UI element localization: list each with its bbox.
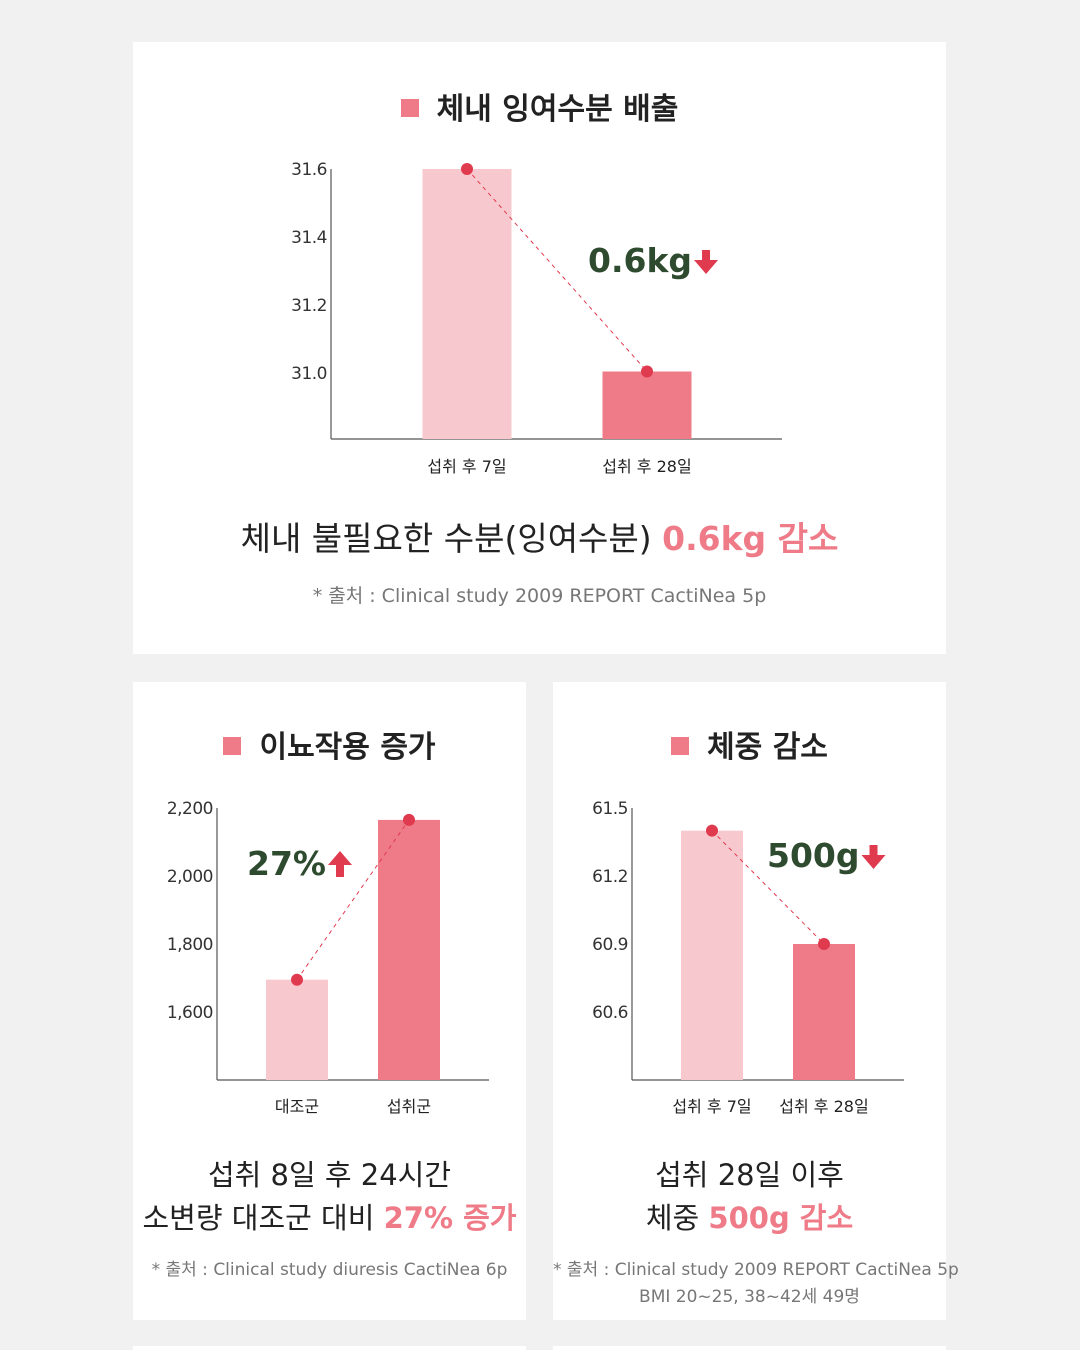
bar	[378, 819, 440, 1080]
chart-title-text: 이뇨작용 증가	[259, 730, 436, 765]
caption-line1: 섭취 8일 후 24시간	[207, 1158, 452, 1192]
change-annotation: 0.6kg	[588, 241, 692, 280]
trend-line	[296, 819, 410, 980]
y-tick-label: 31.6	[291, 160, 327, 180]
y-tick-label: 60.6	[592, 1003, 628, 1023]
caption-line2: 체중	[645, 1201, 700, 1235]
caption-highlight: 0.6kg 감소	[662, 519, 839, 558]
chart-card-diuresis: 이뇨작용 증가 2,200 2,000 1,800 1,600 대조군 섭취군 27% 섭취…	[133, 682, 526, 1320]
y-tick-label: 2,000	[167, 867, 213, 887]
data-point	[291, 973, 303, 986]
data-point	[706, 824, 718, 837]
chart-caption: 섭취 8일 후 24시간 소변량 대조군 대비 27% 증가	[133, 1154, 526, 1240]
chart-plot: 61.5 61.2 60.9 60.6 섭취 후 7일 섭취 후 28일 500g	[592, 799, 904, 1116]
arrow-down-icon	[694, 250, 719, 274]
source-note: * 출처 : Clinical study 2009 REPORT CactiN…	[553, 1260, 959, 1280]
caption-line2: 소변량 대조군 대비	[142, 1201, 375, 1235]
bar	[793, 944, 855, 1080]
legend-square-icon	[223, 736, 242, 755]
chart-card-water: 체내 잉여수분 배출 31.6 31.4 31.2 31.0 섭취 후 7일 섭취 후 2…	[133, 42, 946, 654]
y-tick-label: 1,800	[167, 935, 213, 955]
source-note-line2: BMI 20~25, 38~42세 49명	[639, 1287, 860, 1307]
caption-line1: 섭취 28일 이후	[655, 1158, 844, 1192]
change-annotation: 500g	[767, 836, 860, 875]
chart-caption: 체내 불필요한 수분(잉여수분) 0.6kg 감소	[133, 512, 946, 560]
source-note: * 출처 : Clinical study diuresis CactiNea …	[151, 1260, 508, 1280]
trend-line	[711, 830, 825, 945]
source-note: * 출처 : Clinical study 2009 REPORT CactiN…	[312, 585, 767, 607]
data-point	[818, 938, 830, 950]
chart-title-text: 체내 잉여수분 배출	[436, 92, 679, 127]
bar	[266, 979, 328, 1080]
arrow-up-icon	[328, 851, 352, 877]
x-tick-label: 섭취 후 7일	[427, 457, 506, 476]
chart-title-text: 체중 감소	[707, 730, 828, 765]
next-card-edge	[553, 1346, 946, 1350]
x-tick-label: 섭취군	[387, 1097, 431, 1116]
bar	[422, 169, 512, 439]
next-card-edge	[133, 1346, 526, 1350]
data-point	[403, 813, 415, 826]
chart-title: 체중 감소	[553, 722, 946, 766]
x-tick-label: 섭취 후 7일	[672, 1097, 751, 1116]
change-annotation: 27%	[247, 844, 326, 883]
arrow-down-icon	[861, 845, 886, 869]
x-tick-label: 대조군	[275, 1097, 319, 1116]
y-tick-label: 61.5	[592, 799, 628, 819]
chart-title: 체내 잉여수분 배출	[133, 84, 946, 128]
x-tick-label: 섭취 후 28일	[779, 1097, 868, 1116]
chart-plot: 31.6 31.4 31.2 31.0 섭취 후 7일 섭취 후 28일 0.6kg	[291, 160, 782, 476]
bar	[681, 830, 743, 1080]
caption-text: 체내 불필요한 수분(잉여수분)	[240, 519, 652, 558]
y-tick-label: 31.4	[291, 228, 327, 248]
trend-line	[466, 168, 648, 372]
chart-plot: 2,200 2,000 1,800 1,600 대조군 섭취군 27%	[167, 799, 489, 1116]
chart-caption: 섭취 28일 이후 체중 500g 감소	[553, 1154, 946, 1240]
y-tick-label: 60.9	[592, 935, 628, 955]
x-tick-label: 섭취 후 28일	[602, 457, 691, 476]
data-point	[461, 163, 473, 175]
y-tick-label: 31.0	[291, 364, 327, 384]
caption-highlight: 500g 감소	[708, 1201, 854, 1235]
y-tick-label: 61.2	[592, 867, 628, 887]
y-tick-label: 1,600	[167, 1003, 213, 1023]
caption-highlight: 27% 증가	[383, 1201, 517, 1235]
legend-square-icon	[671, 736, 690, 755]
data-point	[641, 365, 653, 378]
y-tick-label: 2,200	[167, 799, 213, 819]
y-tick-label: 31.2	[291, 296, 327, 316]
bar	[602, 371, 692, 439]
legend-square-icon	[400, 98, 419, 117]
chart-card-weight: 체중 감소 61.5 61.2 60.9 60.6 섭취 후 7일 섭취 후 28일 500…	[553, 682, 959, 1320]
chart-title: 이뇨작용 증가	[133, 722, 526, 766]
